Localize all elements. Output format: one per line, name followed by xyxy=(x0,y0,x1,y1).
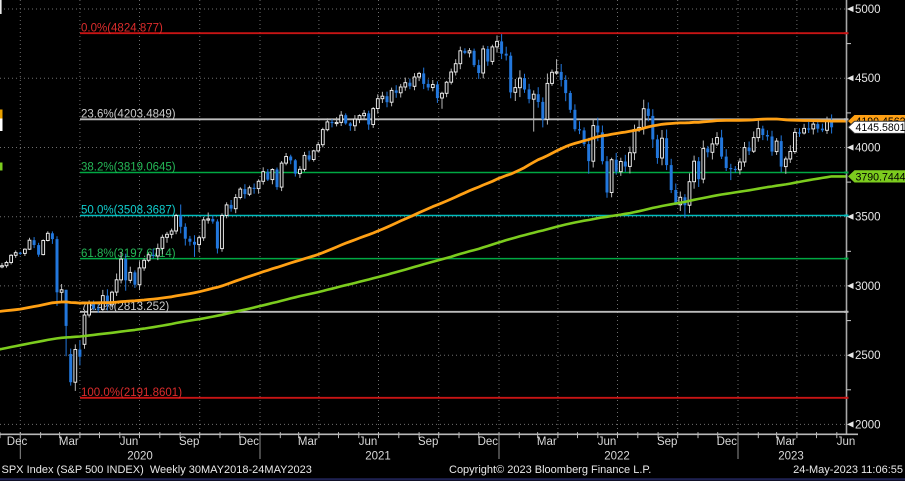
svg-text:2000: 2000 xyxy=(855,419,881,431)
svg-text:Sep: Sep xyxy=(657,436,677,448)
svg-text:Mar: Mar xyxy=(776,436,796,448)
svg-text:Mar: Mar xyxy=(537,436,557,448)
svg-text:4000: 4000 xyxy=(855,143,881,155)
svg-text:3790.7444: 3790.7444 xyxy=(856,171,905,183)
svg-text:3500: 3500 xyxy=(855,212,881,224)
svg-text:Sep: Sep xyxy=(179,436,199,448)
svg-text:2500: 2500 xyxy=(855,350,881,362)
svg-text:3000: 3000 xyxy=(855,281,881,293)
svg-text:5000: 5000 xyxy=(855,4,881,16)
svg-text:Dec: Dec xyxy=(478,436,499,448)
svg-text:Dec: Dec xyxy=(717,436,738,448)
svg-text:Dec: Dec xyxy=(7,436,28,448)
svg-text:Dec: Dec xyxy=(239,436,260,448)
svg-text:24-May-2023 11:06:55: 24-May-2023 11:06:55 xyxy=(793,464,903,476)
svg-text:Mar: Mar xyxy=(298,436,318,448)
svg-text:23.6%(4203.4849): 23.6%(4203.4849) xyxy=(81,109,176,121)
svg-text:Copyright© 2023 Bloomberg Fina: Copyright© 2023 Bloomberg Finance L.P. xyxy=(449,464,651,476)
svg-text:Jun: Jun xyxy=(120,436,139,448)
svg-text:100.0%(2191.8601): 100.0%(2191.8601) xyxy=(81,387,182,399)
svg-text:38.2%(3819.0645): 38.2%(3819.0645) xyxy=(81,162,176,174)
svg-text:SPX Index (S&P 500 INDEX) Wee: SPX Index (S&P 500 INDEX) Weekly 30MAY20… xyxy=(2,464,312,476)
svg-text:50.0%(3508.3687): 50.0%(3508.3687) xyxy=(81,205,176,217)
svg-text:Jun: Jun xyxy=(359,436,378,448)
svg-text:4145.5801: 4145.5801 xyxy=(856,122,905,134)
svg-text:2020: 2020 xyxy=(127,451,153,463)
svg-text:4500: 4500 xyxy=(855,73,881,85)
svg-text:Jun: Jun xyxy=(598,436,617,448)
svg-text:61.8%(3197.6714): 61.8%(3197.6714) xyxy=(81,248,176,260)
svg-text:2022: 2022 xyxy=(604,451,630,463)
svg-text:2023: 2023 xyxy=(778,451,804,463)
svg-text:Mar: Mar xyxy=(59,436,79,448)
svg-text:Jun: Jun xyxy=(837,436,856,448)
svg-text:0.0%(4824.877): 0.0%(4824.877) xyxy=(81,22,163,34)
svg-text:Sep: Sep xyxy=(418,436,438,448)
svg-text:2021: 2021 xyxy=(365,451,391,463)
